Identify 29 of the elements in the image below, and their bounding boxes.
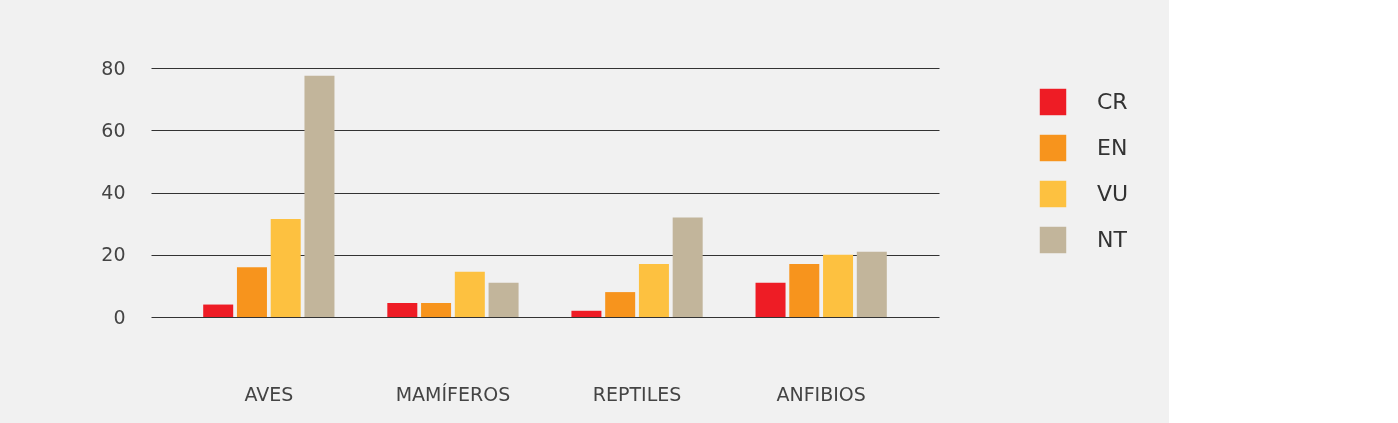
bar — [270, 218, 301, 317]
bar — [823, 254, 854, 317]
x-tick-label: MAMÍFEROS — [395, 382, 511, 405]
bar — [789, 264, 820, 317]
bar — [421, 302, 452, 317]
bar — [203, 304, 234, 317]
y-tick-label: 60 — [101, 118, 126, 141]
bar — [304, 75, 335, 317]
bar — [605, 292, 636, 317]
y-tick-label: 40 — [101, 181, 126, 203]
x-tick-label: REPTILES — [592, 382, 682, 405]
bar — [856, 251, 887, 317]
bar — [672, 217, 703, 317]
bar — [755, 282, 786, 317]
legend-label: NT — [1097, 227, 1128, 252]
bar — [454, 271, 485, 317]
y-tick-label: 0 — [113, 305, 126, 328]
legend-label: CR — [1097, 89, 1128, 114]
legend-label: VU — [1097, 181, 1129, 206]
y-tick-label: 20 — [101, 243, 126, 266]
y-tick-label: 80 — [101, 56, 126, 79]
bar — [638, 264, 669, 317]
legend-label: EN — [1097, 135, 1128, 160]
bar — [488, 282, 519, 317]
bar — [387, 302, 418, 317]
x-tick-label: ANFIBIOS — [776, 382, 866, 405]
bar — [571, 310, 602, 317]
x-tick-label: AVES — [244, 382, 294, 405]
bar — [236, 267, 267, 317]
